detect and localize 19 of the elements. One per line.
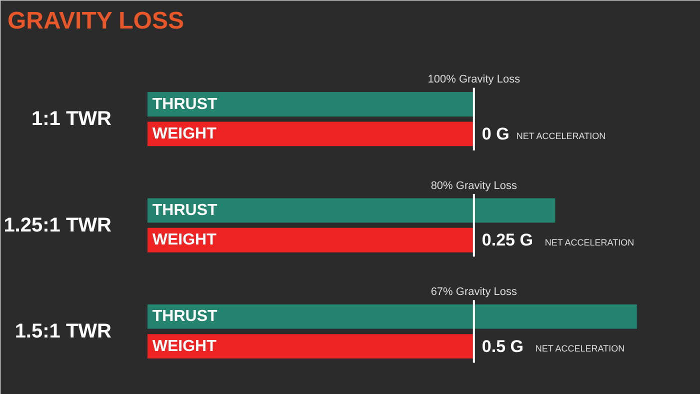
chart-title: GRAVITY LOSS — [8, 8, 184, 34]
annotation: NET ACCELERATION — [516, 131, 606, 142]
annotation: 0.25 G — [482, 230, 533, 250]
annotation: 0.5 G — [482, 336, 524, 356]
text: WEIGHT — [152, 125, 216, 142]
annotation: NET ACCELERATION — [544, 237, 634, 248]
annotation: 100% Gravity Loss — [428, 74, 521, 86]
annotation: 80% Gravity Loss — [430, 180, 518, 192]
annotation: 0 G — [482, 124, 510, 144]
text: WEIGHT — [152, 338, 216, 355]
y-tick-label: 1.5:1 TWR — [14, 320, 112, 342]
text: THRUST — [152, 202, 218, 219]
annotation: NET ACCELERATION — [535, 343, 625, 354]
series-label: WEIGHT — [152, 232, 217, 249]
y-tick-label: 1:1 TWR — [32, 108, 112, 130]
series-label: THRUST — [152, 308, 218, 326]
y-tick-label: 1.25:1 TWR — [4, 214, 112, 236]
annotation: 67% Gravity Loss — [430, 286, 518, 298]
text: THRUST — [152, 96, 218, 113]
